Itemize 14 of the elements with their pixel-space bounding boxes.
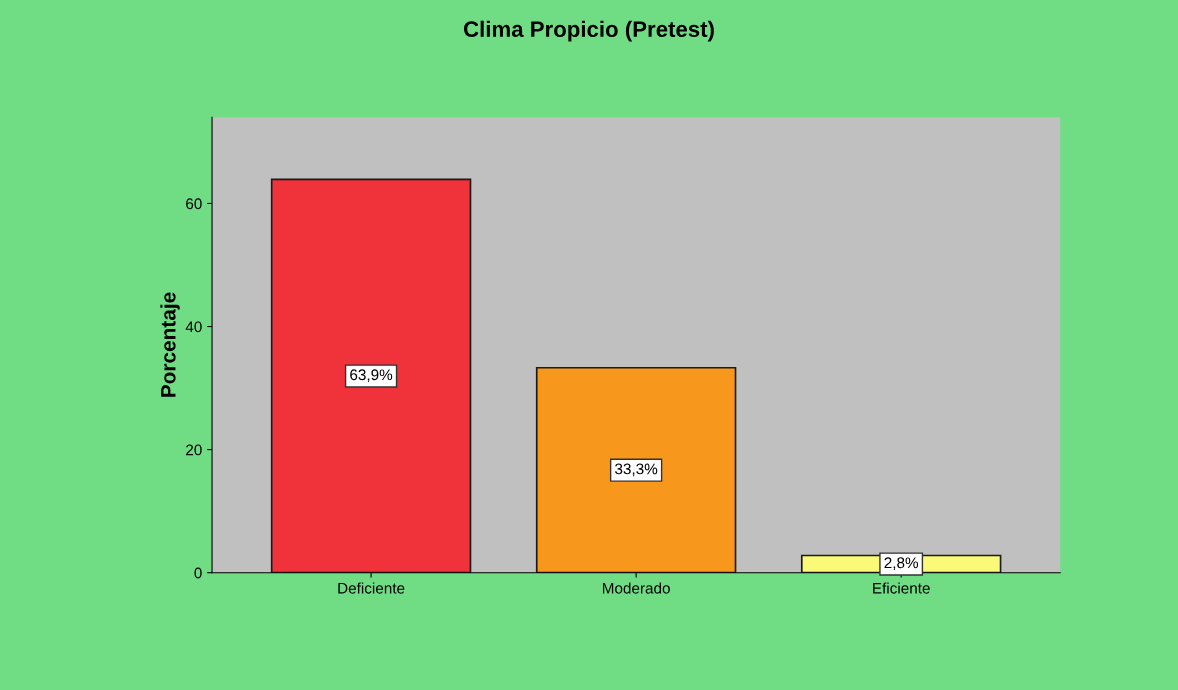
data-label: 2,8% — [884, 557, 919, 570]
x-tick-label: Deficiente — [338, 582, 405, 594]
y-tick-label: 20 — [186, 444, 202, 456]
y-axis-title: Porcentaje — [160, 292, 180, 397]
y-tick-label: 0 — [194, 567, 202, 579]
bar — [535, 366, 737, 573]
data-label: 63,9% — [350, 369, 393, 382]
chart-title: Clima Propicio (Pretest) — [463, 20, 714, 42]
data-label: 33,3% — [615, 463, 658, 477]
x-tick-label: Moderado — [602, 582, 670, 594]
bar — [270, 178, 472, 573]
y-tick-label: 40 — [185, 321, 202, 333]
y-tick-label: 60 — [186, 198, 202, 210]
x-tick-label: Eficiente — [873, 582, 930, 594]
